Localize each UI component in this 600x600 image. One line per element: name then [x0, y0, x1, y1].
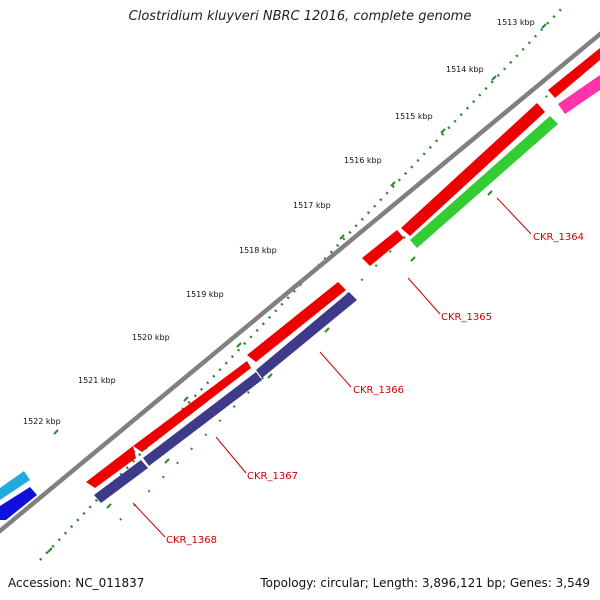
kbp-labels: 1513 kbp 1514 kbp 1515 kbp 1516 kbp 1517… [23, 18, 535, 426]
gene-label[interactable]: CKR_1368 [166, 535, 217, 546]
forward-strand-genes [86, 48, 600, 488]
leader-lines [132, 197, 532, 538]
inner-ticks [47, 190, 493, 553]
kbp-label: 1515 kbp [395, 112, 433, 121]
genome-stats-text: Topology: circular; Length: 3,896,121 bp… [260, 576, 590, 590]
gene-arrow[interactable] [0, 471, 30, 500]
gene-arrow[interactable] [558, 75, 600, 114]
kbp-label: 1520 kbp [132, 333, 170, 342]
genome-backbone [0, 31, 600, 534]
gene-arrow[interactable] [401, 103, 545, 236]
gene-arrow[interactable] [143, 372, 262, 466]
map-title: Clostridium kluyveri NBRC 12016, complet… [128, 9, 472, 24]
accession-text: Accession: NC_011837 [8, 576, 145, 590]
kbp-label: 1513 kbp [497, 18, 535, 27]
kbp-label: 1521 kbp [78, 376, 116, 385]
gene-label[interactable]: CKR_1365 [441, 312, 492, 323]
kbp-label: 1519 kbp [186, 290, 224, 299]
kbp-label: 1522 kbp [23, 417, 61, 426]
kbp-label: 1518 kbp [239, 246, 277, 255]
gene-arrow[interactable] [0, 487, 37, 520]
gene-arrow[interactable] [410, 116, 558, 248]
gene-arrow[interactable] [256, 292, 357, 378]
kbp-label: 1517 kbp [293, 201, 331, 210]
gene-label[interactable]: CKR_1364 [533, 232, 584, 243]
reverse-strand-genes [0, 75, 600, 520]
gene-label[interactable]: CKR_1366 [353, 385, 404, 396]
gene-label[interactable]: CKR_1367 [247, 471, 298, 482]
gene-arrow[interactable] [86, 446, 136, 488]
gene-labels: CKR_1364 CKR_1365 CKR_1366 CKR_1367 CKR_… [166, 232, 584, 546]
gene-arrow[interactable] [362, 230, 404, 266]
major-ticks [53, 23, 547, 456]
gene-arrow[interactable] [133, 361, 251, 452]
kbp-label: 1514 kbp [446, 65, 484, 74]
kbp-label: 1516 kbp [344, 156, 382, 165]
gene-arrow[interactable] [94, 460, 148, 503]
gene-arrow[interactable] [548, 48, 600, 98]
gene-arrow[interactable] [247, 282, 346, 362]
